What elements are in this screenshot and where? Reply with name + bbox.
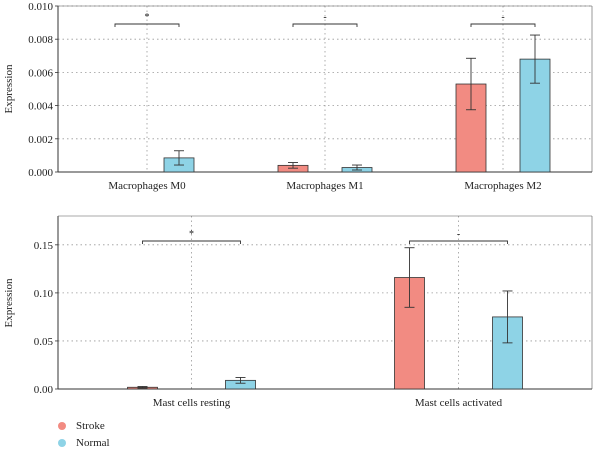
legend-label-stroke: Stroke <box>76 420 105 432</box>
x-tick-label: Macrophages M1 <box>286 180 363 192</box>
significance-label: - <box>457 229 460 240</box>
x-tick-label: Macrophages M2 <box>464 180 541 192</box>
legend-item-normal: Normal <box>58 435 110 451</box>
y-tick-label: 0.15 <box>34 240 54 252</box>
y-axis-label: Expression <box>3 278 15 327</box>
significance-label: - <box>323 12 326 23</box>
legend-swatch-stroke <box>58 422 66 430</box>
significance-label: * <box>189 229 194 240</box>
y-tick-label: 0.05 <box>34 336 54 348</box>
legend-swatch-normal <box>58 439 66 447</box>
significance-bracket <box>114 23 180 27</box>
chart-macrophages: 0.000 0.002 0.004 0.006 0.008 0.010 Expression… <box>3 1 593 192</box>
significance-label: * <box>145 12 150 23</box>
y-tick-label: 0.004 <box>28 101 53 113</box>
significance-bracket <box>409 240 508 244</box>
y-tick-label: 0.00 <box>34 384 54 396</box>
significance-label: - <box>501 12 504 23</box>
significance-bracket <box>142 240 241 244</box>
y-tick-label: 0.008 <box>28 34 53 46</box>
y-tick-label: 0.002 <box>28 134 53 146</box>
chart-mast-cells: 0.00 0.05 0.10 0.15 Expression Mast cells res… <box>3 215 593 409</box>
figure-canvas: 0.000 0.002 0.004 0.006 0.008 0.010 Expression… <box>3 1 593 409</box>
significance-bracket <box>470 23 536 27</box>
x-tick-label: Mast cells resting <box>153 397 231 409</box>
legend: Stroke Normal <box>58 418 110 452</box>
y-tick-label: 0.006 <box>28 67 53 79</box>
y-tick-label: 0.000 <box>28 167 53 179</box>
y-tick-label: 0.010 <box>28 1 53 13</box>
x-tick-label: Mast cells activated <box>415 397 503 409</box>
legend-item-stroke: Stroke <box>58 418 110 434</box>
y-axis-label: Expression <box>3 64 15 113</box>
legend-label-normal: Normal <box>76 437 110 449</box>
significance-bracket <box>292 23 358 27</box>
y-tick-label: 0.10 <box>34 288 54 300</box>
x-tick-label: Macrophages M0 <box>108 180 186 192</box>
